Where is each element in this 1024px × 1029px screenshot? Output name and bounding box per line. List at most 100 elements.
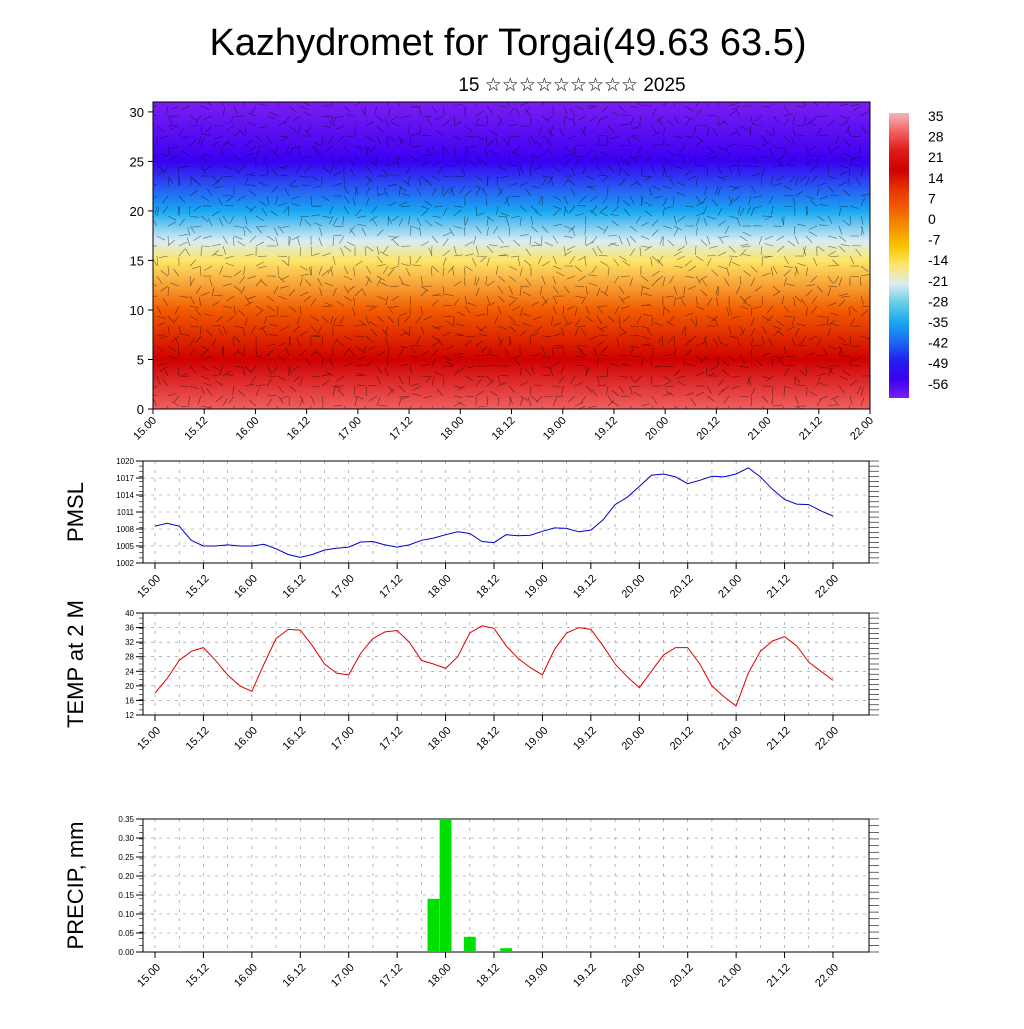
colorbar-label: -42	[928, 335, 948, 351]
x-tick-label: 20.00	[619, 962, 647, 990]
y-tick-label: 16	[125, 696, 134, 705]
x-tick-label: 19.12	[592, 415, 620, 443]
x-tick-label: 18.12	[474, 962, 502, 990]
y-tick-label: 30	[130, 105, 144, 120]
x-tick-label: 17.00	[329, 962, 357, 990]
colorbar-label: 21	[928, 149, 944, 165]
y-tick-label: 0.05	[118, 929, 134, 938]
x-tick-label: 15.12	[184, 573, 212, 601]
x-tick-label: 22.00	[813, 573, 841, 601]
x-tick-label: 16.00	[234, 415, 262, 443]
y-tick-label: 12	[125, 711, 134, 720]
x-tick-label: 17.12	[377, 962, 405, 990]
y-tick-label: 1002	[116, 559, 134, 568]
precip-bar	[428, 899, 440, 952]
x-tick-label: 17.00	[329, 573, 357, 601]
x-tick-label: 18.00	[426, 962, 454, 990]
y-tick-label: 0.15	[118, 891, 134, 900]
x-tick-label: 16.12	[285, 415, 313, 443]
y-tick-label: 0	[137, 402, 144, 417]
x-tick-label: 18.12	[474, 725, 502, 753]
y-tick-label: 0.20	[118, 872, 134, 881]
x-tick-label: 17.00	[336, 415, 364, 443]
colorbar-label: 7	[928, 190, 936, 206]
page-subtitle: 15 ☆☆☆☆☆☆☆☆☆ 2025	[458, 75, 685, 96]
y-tick-label: 1011	[117, 508, 135, 517]
colorbar-label: -56	[928, 376, 948, 392]
y-tick-label: 0.35	[118, 815, 134, 824]
y-tick-label: 20	[125, 682, 134, 691]
x-tick-label: 19.00	[541, 415, 569, 443]
x-tick-label: 20.12	[668, 725, 696, 753]
colorbar-label: -14	[928, 252, 948, 268]
x-tick-label: 15.00	[135, 962, 163, 990]
x-tick-label: 18.12	[490, 415, 518, 443]
x-tick-label: 15.00	[135, 573, 163, 601]
x-tick-label: 19.00	[523, 573, 551, 601]
x-tick-label: 19.00	[523, 962, 551, 990]
x-tick-label: 18.00	[426, 725, 454, 753]
x-tick-label: 19.12	[571, 725, 599, 753]
colorbar-label: -21	[928, 273, 948, 289]
y-tick-label: 36	[125, 624, 134, 633]
x-tick-label: 16.00	[232, 962, 260, 990]
y-tick-label: 1008	[116, 525, 134, 534]
y-axis-label: TEMP at 2 M	[63, 600, 88, 728]
precip-bar	[500, 948, 512, 952]
x-tick-label: 16.12	[280, 962, 308, 990]
x-tick-label: 18.00	[426, 573, 454, 601]
x-tick-label: 20.12	[668, 962, 696, 990]
x-tick-label: 21.00	[716, 962, 744, 990]
colorbar-label: -7	[928, 232, 941, 248]
y-tick-label: 0.30	[118, 834, 134, 843]
x-tick-label: 19.12	[571, 962, 599, 990]
page-title: Kazhydromet for Torgai(49.63 63.5)	[209, 22, 806, 64]
colorbar-label: 28	[928, 129, 944, 145]
y-tick-label: 28	[125, 653, 134, 662]
x-tick-label: 21.00	[716, 725, 744, 753]
x-tick-label: 15.00	[131, 415, 159, 443]
x-tick-label: 20.00	[643, 415, 671, 443]
colorbar-label: -28	[928, 293, 948, 309]
x-tick-label: 19.12	[571, 573, 599, 601]
x-tick-label: 21.12	[765, 962, 793, 990]
y-tick-label: 1020	[116, 457, 134, 466]
x-tick-label: 22.00	[848, 415, 876, 443]
x-tick-label: 16.12	[280, 725, 308, 753]
y-tick-label: 40	[125, 609, 134, 618]
x-tick-label: 15.12	[184, 725, 212, 753]
y-tick-label: 20	[130, 204, 144, 219]
x-tick-label: 17.12	[377, 725, 405, 753]
x-tick-label: 16.00	[232, 573, 260, 601]
y-axis-label: PRECIP, mm	[63, 822, 88, 950]
x-tick-label: 21.00	[716, 573, 744, 601]
x-tick-label: 18.00	[438, 415, 466, 443]
x-tick-label: 20.00	[619, 725, 647, 753]
colorbar-label: -35	[928, 314, 948, 330]
y-axis-label: PMSL	[63, 482, 88, 542]
x-tick-label: 16.12	[280, 573, 308, 601]
x-tick-label: 21.12	[765, 725, 793, 753]
x-tick-label: 21.12	[765, 573, 793, 601]
y-tick-label: 32	[125, 638, 134, 647]
x-tick-label: 21.00	[746, 415, 774, 443]
x-tick-label: 15.12	[184, 962, 212, 990]
x-tick-label: 15.12	[182, 415, 210, 443]
y-tick-label: 25	[130, 154, 144, 169]
colorbar-label: -49	[928, 355, 948, 371]
precip-bar	[440, 819, 452, 952]
y-tick-label: 1005	[116, 542, 134, 551]
y-tick-label: 0.10	[118, 910, 134, 919]
colorbar-label: 35	[928, 108, 944, 124]
y-tick-label: 24	[125, 667, 134, 676]
y-tick-label: 0.00	[118, 948, 134, 957]
precip-bar	[464, 937, 476, 952]
panel-frame	[143, 613, 869, 715]
x-tick-label: 17.00	[329, 725, 357, 753]
